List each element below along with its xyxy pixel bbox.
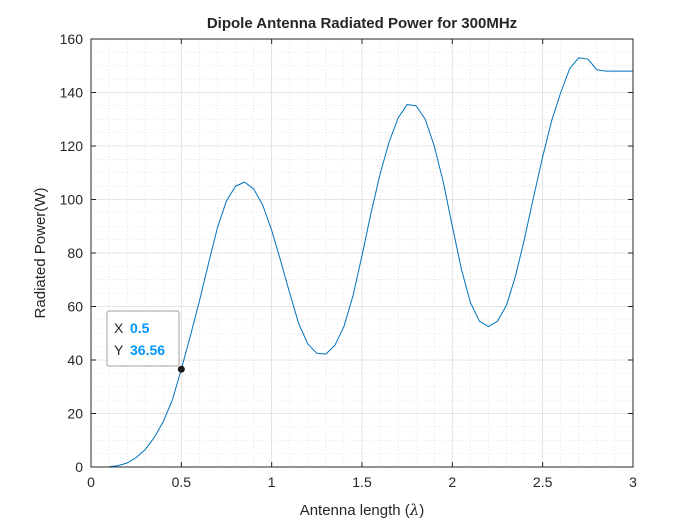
datatip-x-label: X [114, 320, 124, 336]
y-tick-label: 80 [67, 245, 83, 261]
datatip[interactable]: X 0.5 Y 36.56 [106, 310, 185, 373]
chart-title: Dipole Antenna Radiated Power for 300MHz [207, 15, 517, 32]
series-line [109, 57, 633, 468]
datatip-y-label: Y [114, 342, 124, 358]
x-axis: 0 0.5 1 1.5 2 2.5 3 [87, 39, 637, 490]
x-axis-label-text: Antenna length ( [300, 502, 410, 519]
x-tick-label: 0 [87, 474, 95, 490]
x-tick-label: 1 [268, 474, 276, 490]
x-tick-label: 2.5 [533, 474, 553, 490]
lambda-symbol: λ [409, 501, 420, 519]
x-axis-label: Antenna length (λ) [300, 501, 425, 519]
y-tick-label: 40 [67, 352, 83, 368]
series-layer [109, 57, 633, 468]
x-tick-label: 0.5 [172, 474, 192, 490]
datatip-x-value: 0.5 [130, 320, 150, 336]
datatip-y-value: 36.56 [130, 342, 165, 358]
y-tick-label: 120 [60, 138, 84, 154]
x-tick-label: 2 [448, 474, 456, 490]
y-axis-label: Radiated Power(W) [32, 188, 49, 319]
y-tick-label: 0 [75, 459, 83, 475]
y-tick-label: 160 [60, 31, 84, 47]
y-tick-label: 20 [67, 406, 83, 422]
datatip-marker[interactable] [177, 365, 185, 373]
y-axis: 0 20 40 60 80 100 120 140 160 [60, 31, 633, 475]
y-tick-label: 100 [60, 192, 84, 208]
x-tick-label: 3 [629, 474, 637, 490]
y-tick-label: 60 [67, 299, 83, 315]
x-tick-label: 1.5 [352, 474, 372, 490]
y-tick-label: 140 [60, 85, 84, 101]
datatip-box [106, 310, 180, 367]
x-axis-label-close: ) [419, 502, 424, 519]
